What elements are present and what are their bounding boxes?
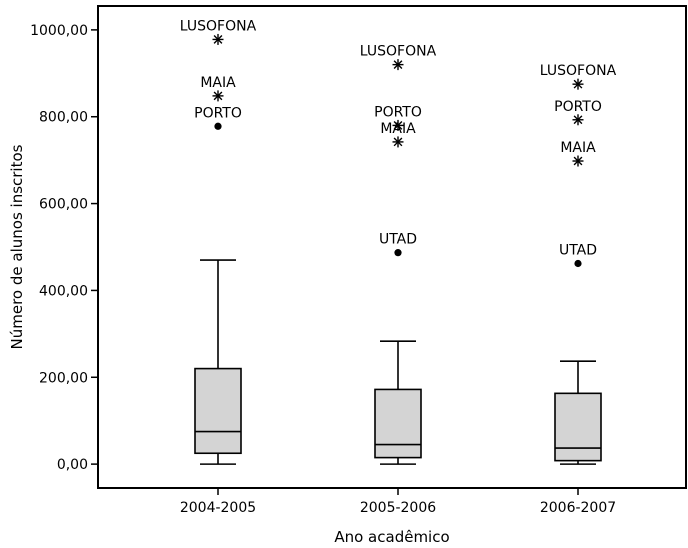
outlier-label: PORTO <box>194 105 242 121</box>
outlier-label: UTAD <box>379 232 417 248</box>
x-tick-label: 2004-2005 <box>180 500 256 516</box>
y-tick-label: 1000,00 <box>30 23 88 39</box>
extreme-marker-stroke <box>213 35 223 44</box>
y-axis-title: Número de alunos inscritos <box>8 144 26 349</box>
extreme-marker-stroke <box>573 115 583 125</box>
y-tick-label: 0,00 <box>57 457 88 473</box>
x-tick-label: 2006-2007 <box>540 500 616 516</box>
outlier-dot <box>574 259 582 268</box>
y-tick-label: 400,00 <box>39 283 88 299</box>
extreme-marker-stroke <box>573 79 583 89</box>
outlier-label: LUSOFONA <box>540 63 617 79</box>
box-series <box>194 259 602 465</box>
outlier-label: PORTO <box>554 99 602 115</box>
x-axis-ticks: 2004-2005 2005-2006 2006-2007 <box>180 488 616 516</box>
extreme-marker-stroke <box>213 91 223 101</box>
extreme-marker-stroke <box>573 156 583 166</box>
outlier-label: LUSOFONA <box>180 18 257 34</box>
y-tick-label: 600,00 <box>39 197 88 213</box>
box-iqr <box>554 392 602 462</box>
x-axis-title: Ano acadêmico <box>334 528 449 546</box>
plot-frame <box>97 5 687 489</box>
outlier-points: LUSOFONAMAIAPORTOLUSOFONAPORTOMAIAUTADLU… <box>180 18 617 268</box>
outlier-dot <box>214 122 222 130</box>
outlier-label: MAIA <box>200 75 236 91</box>
extreme-marker-stroke <box>393 137 403 147</box>
y-tick-label: 800,00 <box>39 110 88 126</box>
y-tick-label: 200,00 <box>39 370 88 386</box>
outlier-label: LUSOFONA <box>360 44 437 60</box>
y-axis-ticks: 0,00 200,00 400,00 600,00 800,00 1000,00 <box>30 23 98 473</box>
outlier-label: PORTO <box>374 104 422 120</box>
outlier-dot <box>394 249 402 257</box>
box-iqr <box>374 388 422 459</box>
box-iqr <box>194 367 242 455</box>
outlier-label: MAIA <box>380 121 416 137</box>
extreme-marker-stroke <box>393 60 403 70</box>
x-tick-label: 2005-2006 <box>360 500 436 516</box>
outlier-label: MAIA <box>560 140 596 156</box>
extreme-marker-stroke <box>393 121 403 130</box>
outlier-label: UTAD <box>559 243 597 259</box>
